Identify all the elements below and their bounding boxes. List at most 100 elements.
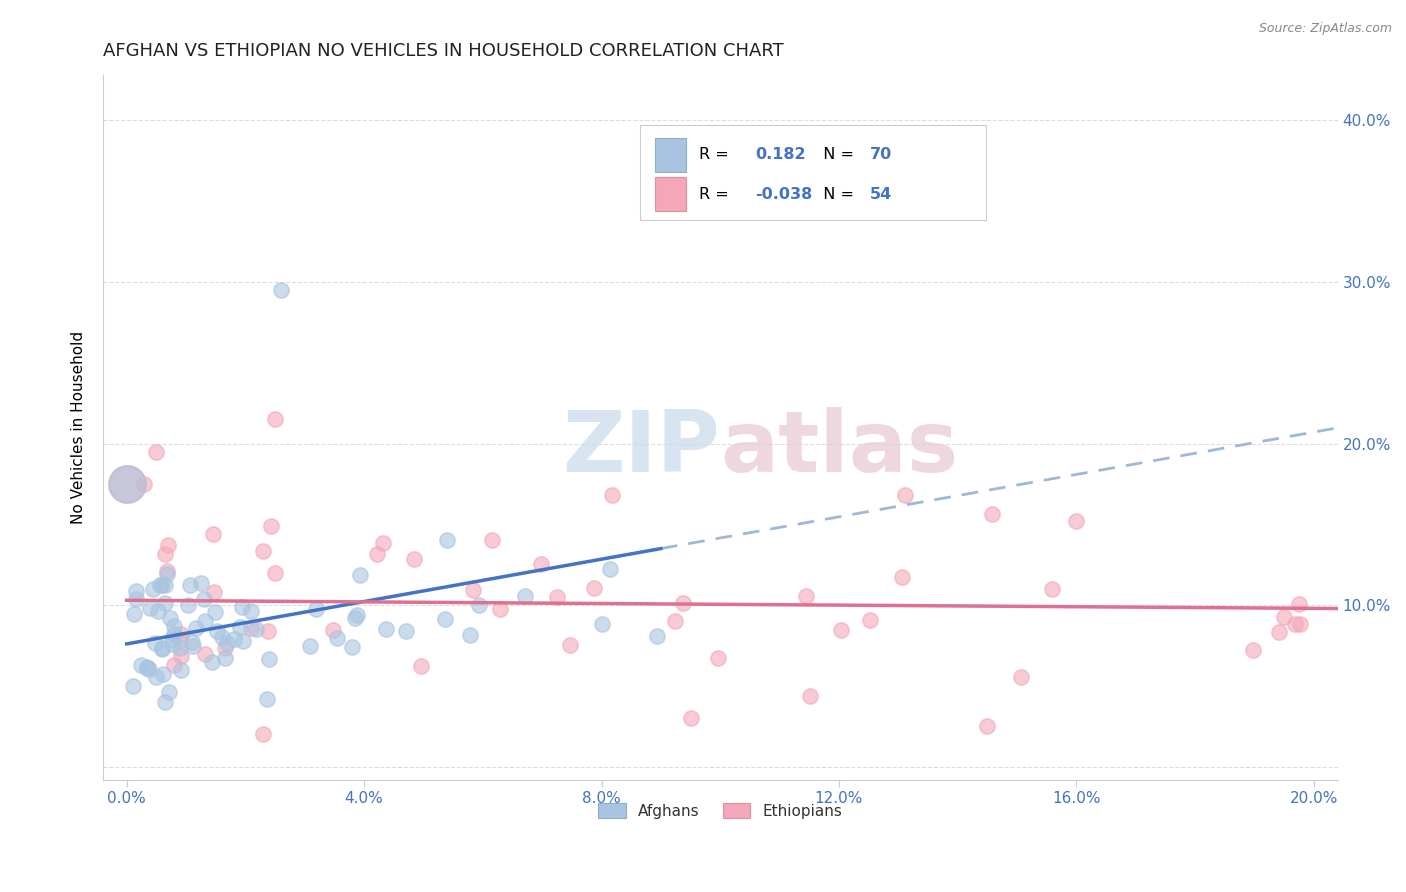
Point [232,634,254,648]
Point [122,607,145,621]
Point [135,659,157,673]
Text: 70: 70 [870,147,891,162]
Point [799,690,821,704]
Point [1272,609,1295,624]
Point [169,633,191,648]
Point [211,630,233,644]
Text: ZIP: ZIP [562,407,720,490]
Point [179,578,201,592]
Point [830,623,852,637]
Point [256,692,278,706]
Point [205,624,228,638]
Text: N =: N = [813,147,859,162]
Text: atlas: atlas [720,407,959,490]
Point [239,604,262,618]
Point [153,596,176,610]
Point [215,636,238,650]
Point [530,557,553,571]
Point [190,576,212,591]
Point [1284,616,1306,631]
Point [222,632,245,647]
Point [150,642,173,657]
Point [169,626,191,640]
Point [546,590,568,604]
Point [257,652,280,666]
Point [231,599,253,614]
Point [181,639,204,653]
FancyBboxPatch shape [655,138,686,171]
Point [326,631,349,645]
Text: Source: ZipAtlas.com: Source: ZipAtlas.com [1258,22,1392,36]
Point [263,566,285,581]
Point [214,650,236,665]
Point [155,577,177,591]
Point [375,622,398,636]
Y-axis label: No Vehicles in Household: No Vehicles in Household [72,331,86,524]
Point [1267,625,1289,640]
Point [252,727,274,741]
FancyBboxPatch shape [640,125,986,219]
Point [193,592,215,607]
Text: 54: 54 [870,186,891,202]
Point [458,628,481,642]
Point [463,583,485,598]
Point [156,564,179,578]
Point [115,477,138,491]
Point [145,670,167,684]
Point [139,600,162,615]
Point [157,685,180,699]
Point [1241,643,1264,657]
Point [402,552,425,566]
Point [153,695,176,709]
Point [145,444,167,458]
Text: AFGHAN VS ETHIOPIAN NO VEHICLES IN HOUSEHOLD CORRELATION CHART: AFGHAN VS ETHIOPIAN NO VEHICLES IN HOUSE… [103,42,783,60]
Point [177,599,200,613]
Point [142,582,165,596]
Point [201,527,224,541]
Point [1010,670,1032,684]
Point [890,570,912,584]
Point [159,610,181,624]
Point [229,620,252,634]
Point [153,547,176,561]
Point [349,568,371,582]
Point [340,640,363,654]
Point [156,566,179,581]
Point [582,581,605,595]
Text: R =: R = [699,147,734,162]
Point [270,283,292,297]
Point [150,578,173,592]
Point [169,649,191,664]
Point [115,477,138,491]
Point [894,488,917,502]
Point [143,636,166,650]
Point [169,640,191,655]
Point [346,607,368,622]
Point [1040,582,1063,596]
Point [366,547,388,561]
Point [305,602,328,616]
FancyBboxPatch shape [655,178,686,211]
Point [257,624,280,638]
Text: 0.182: 0.182 [755,147,806,162]
Point [204,605,226,619]
Point [160,632,183,646]
Point [679,711,702,725]
Point [184,622,207,636]
Point [672,596,695,610]
Point [395,624,418,639]
Point [264,412,287,426]
Point [170,664,193,678]
Point [201,655,224,669]
Point [259,519,281,533]
Text: R =: R = [699,186,734,202]
Point [645,629,668,643]
Point [468,599,491,613]
Point [981,507,1004,521]
Point [976,719,998,733]
Point [591,616,613,631]
Point [146,603,169,617]
Point [180,635,202,649]
Point [859,613,882,627]
Point [664,614,686,628]
